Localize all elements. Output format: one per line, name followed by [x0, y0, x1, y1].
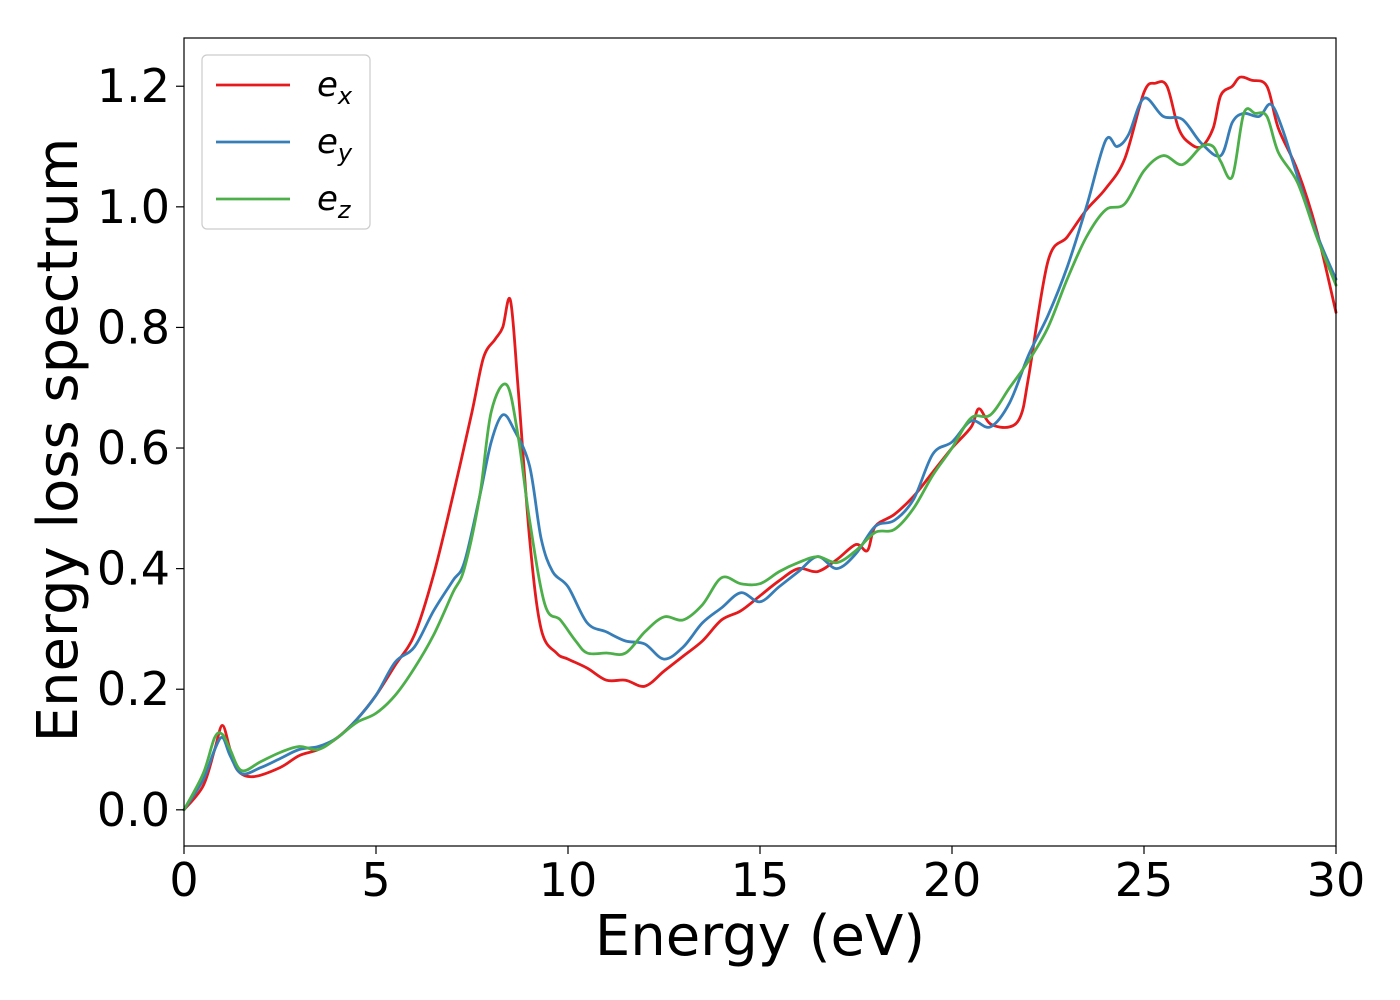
x-axis-label: Energy (eV): [595, 904, 925, 969]
x-tick-label: 25: [1115, 853, 1174, 907]
y-axis-ticks: 0.0 0.2 0.4 0.6 0.8 1.0 1.2: [97, 59, 184, 837]
y-tick-label: 1.0: [97, 180, 170, 234]
series-line-e-z: [182, 107, 1338, 812]
y-tick-label: 0.0: [97, 783, 170, 837]
y-tick-label: 0.4: [97, 542, 170, 596]
y-tick-label: 1.2: [97, 59, 170, 113]
x-tick-label: 5: [361, 853, 390, 907]
series-line-e-x: [182, 75, 1338, 812]
x-tick-label: 10: [539, 853, 598, 907]
x-tick-label: 30: [1307, 853, 1366, 907]
x-tick-label: 0: [169, 853, 198, 907]
plot-lines: [182, 75, 1338, 812]
series-line-e-y: [182, 96, 1338, 812]
x-tick-label: 20: [923, 853, 982, 907]
y-tick-label: 0.2: [97, 662, 170, 716]
x-tick-label: 15: [731, 853, 790, 907]
y-tick-label: 0.8: [97, 300, 170, 354]
y-tick-label: 0.6: [97, 421, 170, 475]
y-axis-label: Energy loss spectrum: [26, 138, 91, 743]
x-axis-ticks: 0 5 10 15 20 25 30: [169, 846, 1365, 907]
